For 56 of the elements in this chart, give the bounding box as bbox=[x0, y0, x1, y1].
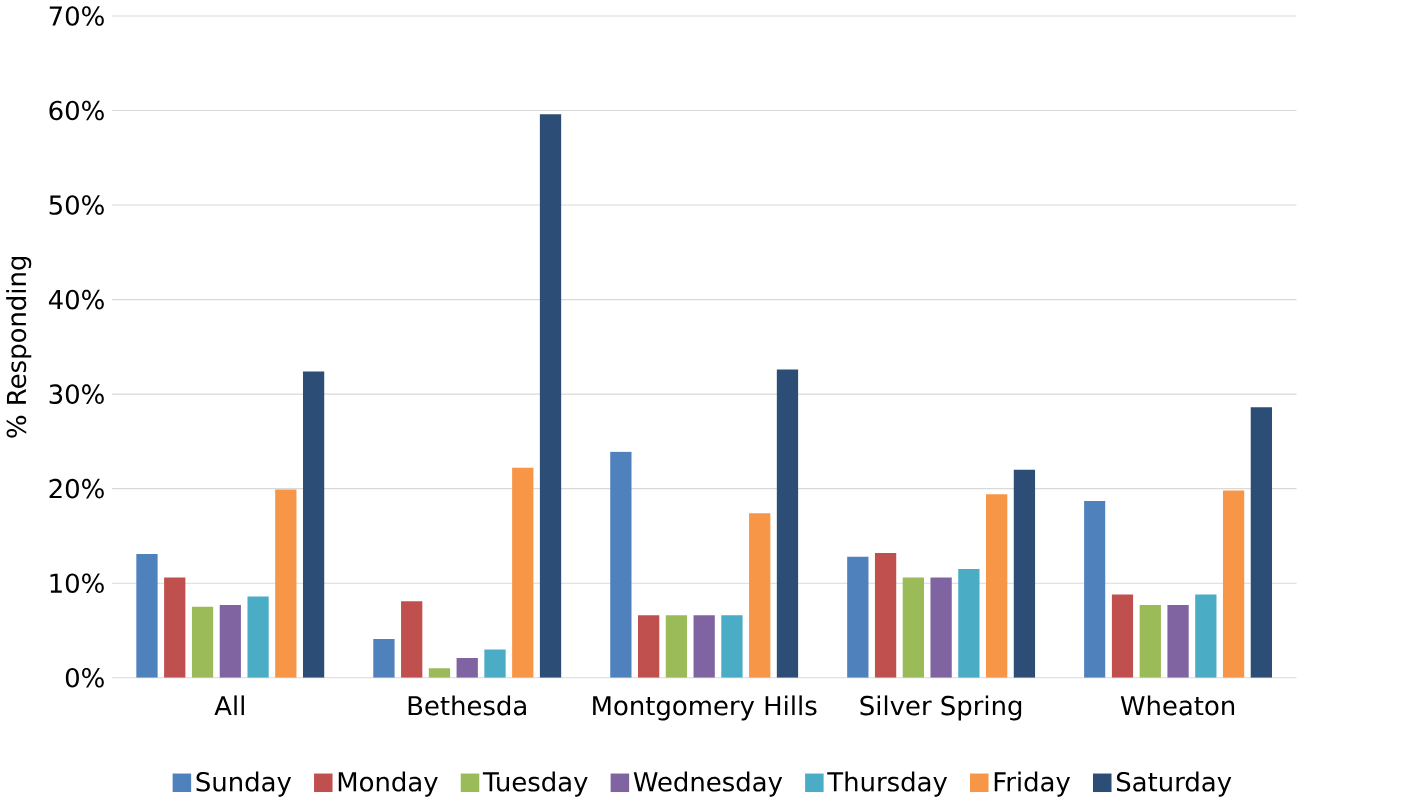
legend-label: Tuesday bbox=[482, 771, 588, 797]
bar bbox=[610, 451, 632, 678]
y-axis-title: % Responding bbox=[6, 256, 32, 438]
bar bbox=[665, 615, 688, 678]
bar bbox=[1013, 469, 1036, 678]
bar bbox=[164, 577, 186, 678]
bar bbox=[275, 489, 297, 678]
bar bbox=[1222, 490, 1245, 678]
bar bbox=[219, 604, 241, 678]
bar bbox=[958, 568, 980, 678]
bar bbox=[1111, 594, 1134, 678]
bar bbox=[776, 369, 799, 678]
bar bbox=[638, 615, 660, 678]
x-tick-label: Montgomery Hills bbox=[593, 695, 817, 721]
bar bbox=[874, 552, 897, 678]
bar bbox=[693, 615, 715, 678]
bar bbox=[1167, 604, 1189, 678]
bar bbox=[428, 668, 451, 678]
bar bbox=[247, 596, 269, 678]
bar bbox=[373, 638, 395, 678]
bar bbox=[302, 371, 325, 678]
y-tick-label: 60% bbox=[49, 100, 104, 121]
x-tick-label: Wheaton bbox=[1120, 695, 1235, 716]
legend-label: Thursday bbox=[827, 771, 948, 797]
y-tick-label: 40% bbox=[48, 289, 104, 310]
bar bbox=[1139, 604, 1161, 678]
x-tick-label: Silver Spring bbox=[860, 695, 1022, 721]
bar bbox=[136, 553, 158, 678]
bar bbox=[902, 577, 924, 678]
legend-label: Saturday bbox=[1116, 771, 1232, 797]
bar bbox=[930, 577, 952, 678]
bar bbox=[986, 494, 1008, 678]
bar bbox=[1084, 500, 1106, 678]
bar bbox=[512, 467, 534, 678]
bar bbox=[847, 556, 869, 678]
bar bbox=[1195, 594, 1217, 678]
y-tick-label: 50% bbox=[49, 195, 104, 215]
bar bbox=[1250, 407, 1273, 678]
legend-label: Wednesday bbox=[633, 771, 783, 797]
bar bbox=[721, 615, 743, 678]
bar bbox=[456, 657, 478, 678]
y-tick-label: 10% bbox=[50, 573, 104, 593]
bar bbox=[539, 114, 562, 678]
y-tick-label: 70% bbox=[49, 5, 104, 26]
legend-label: Monday bbox=[338, 771, 438, 797]
bar bbox=[484, 649, 506, 678]
bar bbox=[401, 600, 423, 678]
y-tick-label: 0% bbox=[65, 667, 104, 688]
bar bbox=[749, 513, 771, 678]
x-tick-label: Bethesda bbox=[408, 695, 526, 716]
legend-label: Sunday bbox=[196, 771, 292, 797]
y-tick-label: 30% bbox=[49, 384, 104, 404]
legend-label: Friday bbox=[994, 771, 1071, 797]
x-tick-label: All bbox=[214, 695, 244, 715]
y-tick-label: 20% bbox=[49, 478, 104, 499]
bar bbox=[191, 606, 214, 678]
